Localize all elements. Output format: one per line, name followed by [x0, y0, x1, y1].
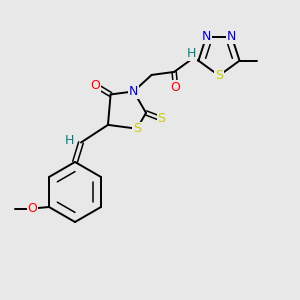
Text: H: H — [187, 47, 196, 60]
Text: O: O — [28, 202, 38, 215]
Text: H: H — [65, 134, 74, 148]
Text: S: S — [215, 69, 223, 82]
Text: N: N — [202, 30, 211, 43]
Text: S: S — [133, 122, 141, 135]
Text: O: O — [91, 79, 100, 92]
Text: O: O — [171, 81, 181, 94]
Text: S: S — [158, 112, 166, 125]
Text: N: N — [227, 30, 236, 43]
Text: N: N — [129, 85, 138, 98]
